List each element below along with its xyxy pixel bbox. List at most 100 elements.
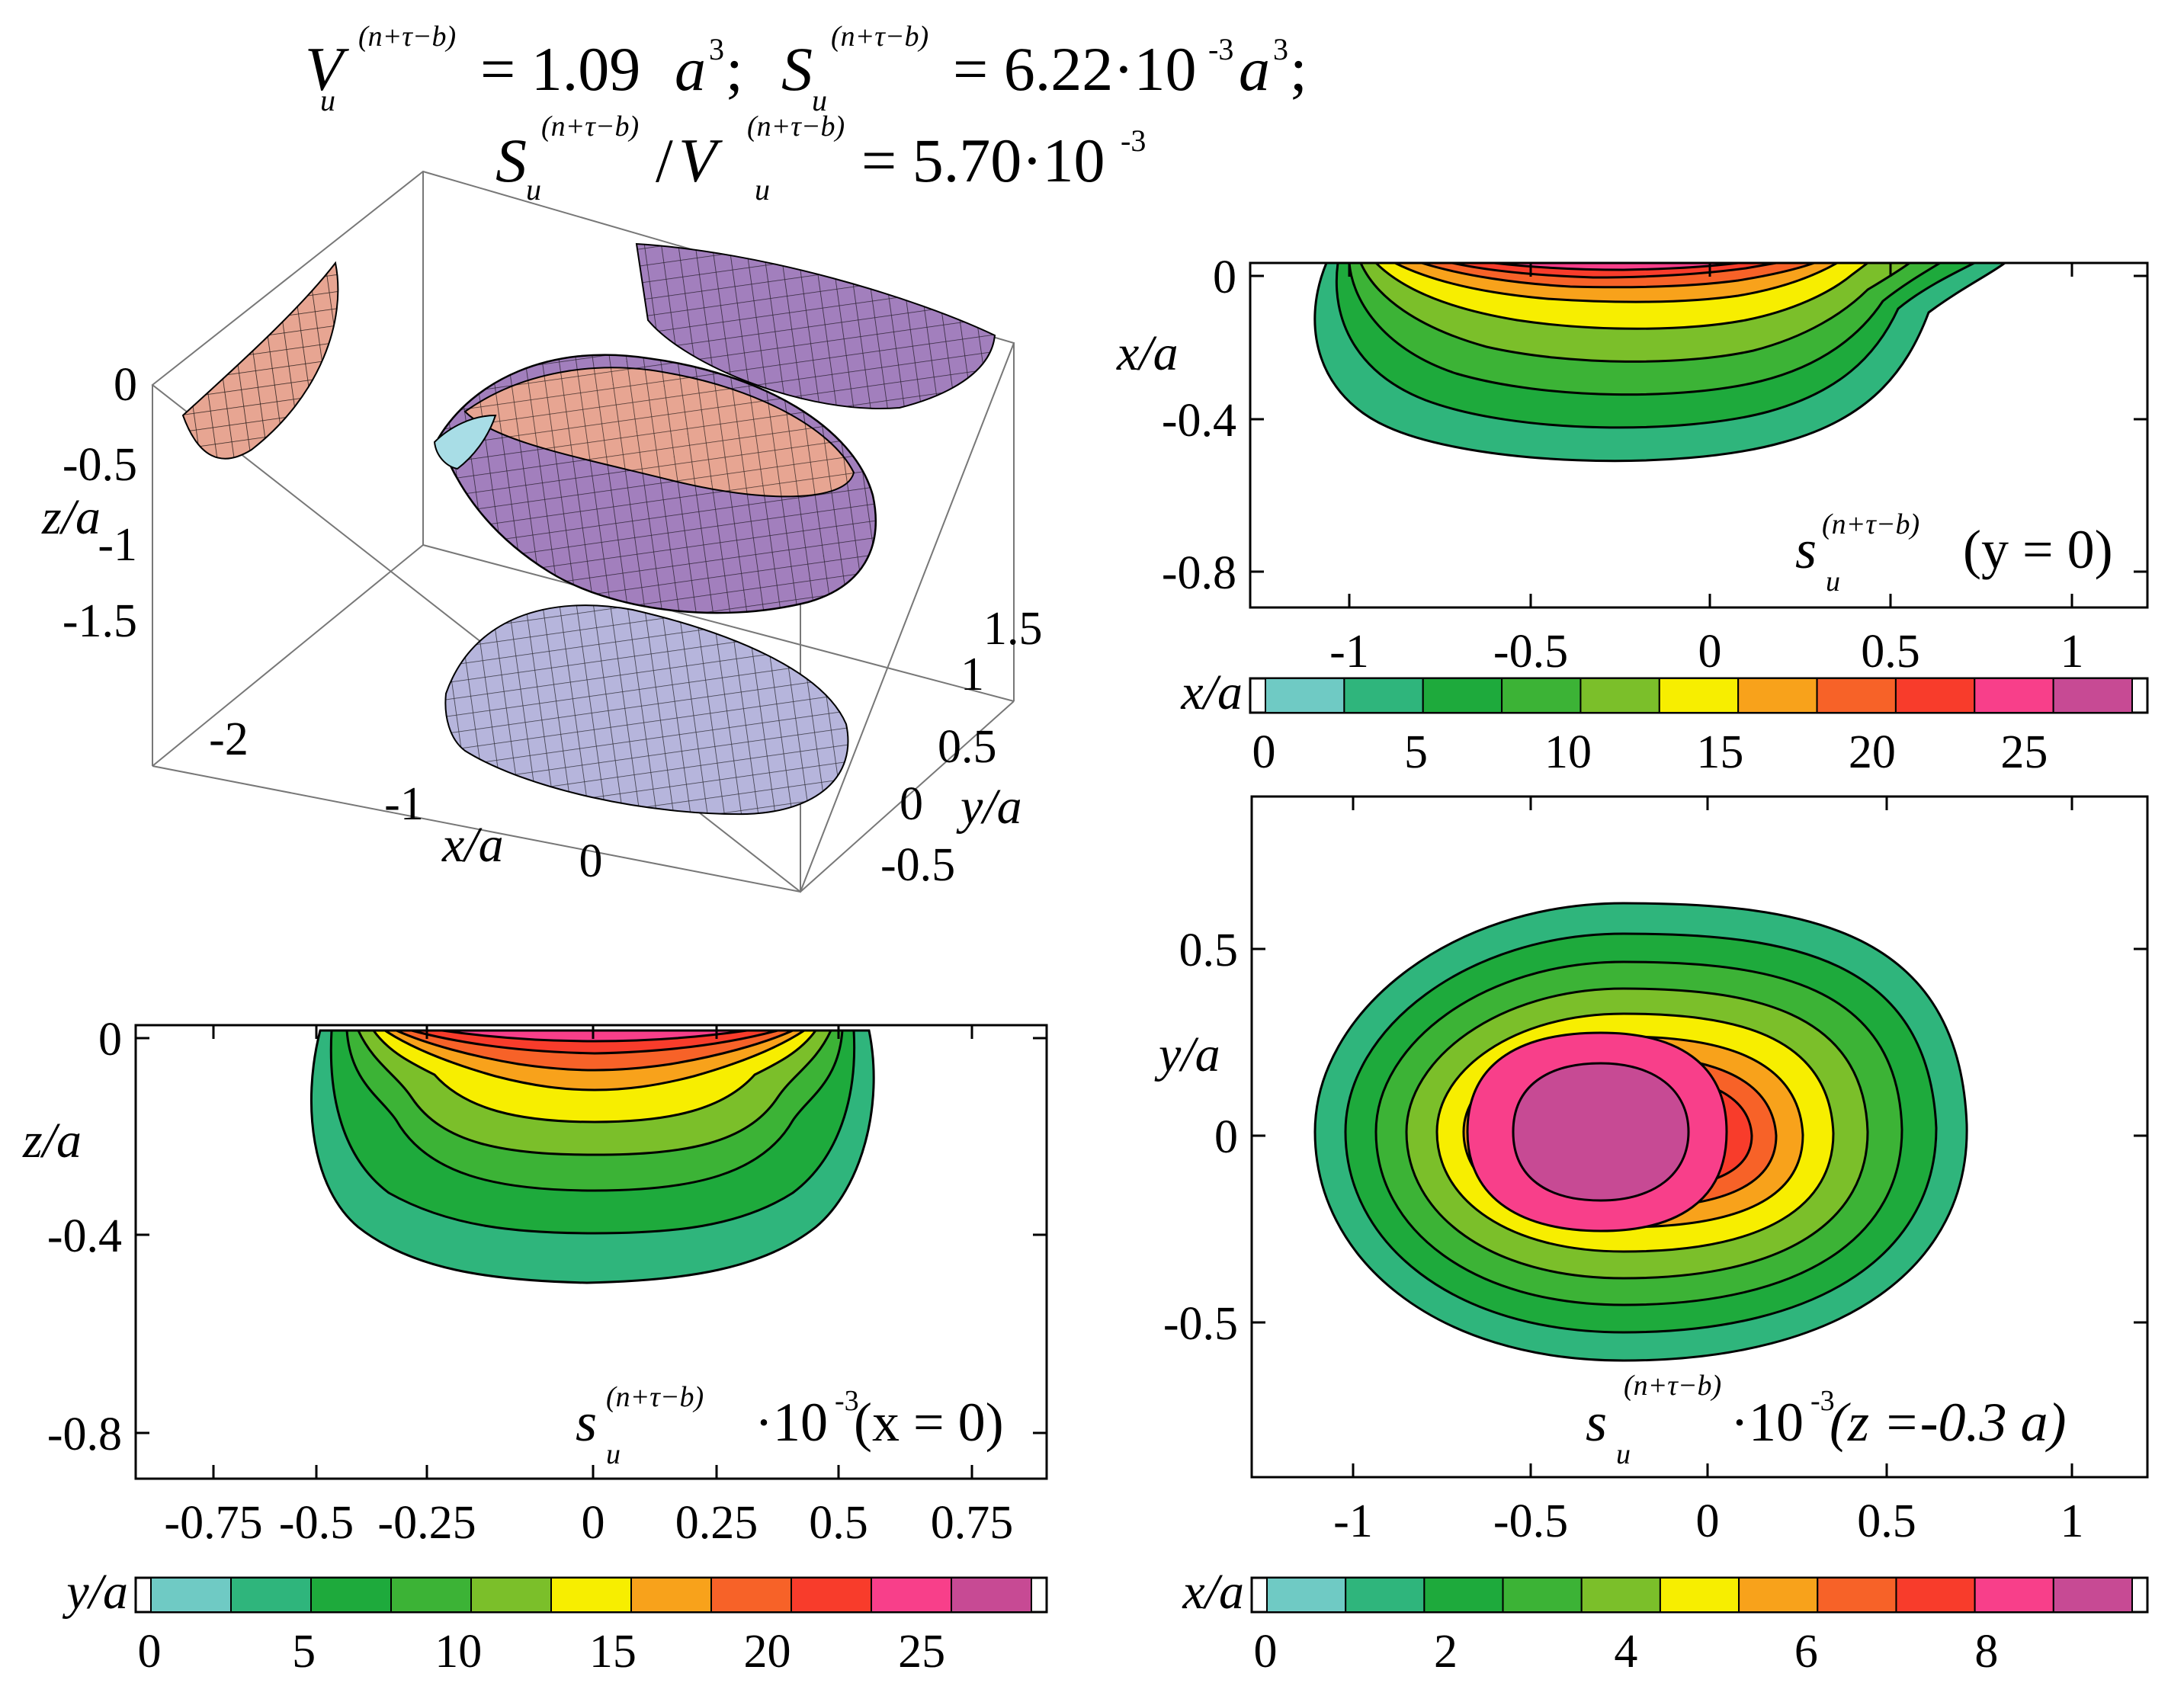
header-s-value: = 6.22·10 [953, 34, 1197, 104]
contour-x0-panel: -0.75 -0.5 -0.25 0 0.25 0.5 0.75 0 -0.4 -0.8 z/a s… [22, 1014, 1048, 1549]
surface3d-ztick-label: -1 [98, 519, 137, 571]
header-v-superscript: (n+τ−b) [358, 21, 456, 53]
contour-x0-frame [134, 1024, 1048, 1480]
header-s-exponent: -3 [1208, 32, 1233, 66]
header-s-subscript: u [812, 83, 827, 117]
contour-x0-label-superscript: (n+τ−b) [606, 1381, 704, 1413]
surface3d-panel: 0-0.5-1-1.5z/a-2-10x/a1.510.50-0.5y/a [41, 170, 1043, 893]
contour-x0-label-mult: ·10 [755, 1392, 828, 1453]
contour-x0-colorbar-tick: 10 [435, 1626, 482, 1678]
contour-x0-label-subscript: u [606, 1438, 621, 1470]
surface3d-ztick-label: -1.5 [63, 595, 137, 647]
header-v-symbol: V [305, 34, 349, 104]
contour-x0-xtick-label: -0.25 [377, 1497, 476, 1549]
contour-z-axes: -1 -0.5 0 0.5 1 0.5 0 -0.5 y/a [1154, 797, 2147, 1547]
contour-y0-colorbar-swatch [1422, 678, 1503, 713]
contour-y0-label: s u (n+τ−b) (y = 0) [1795, 508, 2113, 598]
contour-y0-label-condition: (y = 0) [1963, 519, 2113, 580]
contour-x0-colorbar-label: y/a [62, 1564, 128, 1620]
contour-z-colorbar-tick: 0 [1254, 1626, 1278, 1678]
contour-x0-colorbar-swatch [710, 1577, 792, 1613]
contour-x0-colorbar-tick: 20 [744, 1626, 791, 1678]
contour-x0-colorbar-swatch [550, 1577, 632, 1613]
contour-y0-level-9 [1493, 263, 1739, 271]
contour-x0-xtick-label: -0.5 [279, 1497, 354, 1549]
contour-z-colorbar-swatch [1659, 1577, 1740, 1613]
contour-x0-ytick-label: 0 [98, 1014, 122, 1066]
contour-y0-colorbar-swatch [1737, 678, 1818, 713]
contour-z-xtick-label: 1 [2061, 1495, 2084, 1547]
header-sep-2: ; [1290, 34, 1307, 104]
surface3d-ytick-label: 1.5 [983, 603, 1043, 655]
contour-z-xtick-label: -1 [1333, 1495, 1373, 1547]
contour-x0-colorbar-tick: 0 [138, 1626, 162, 1678]
contour-z-label-superscript: (n+τ−b) [1624, 1370, 1721, 1402]
contour-y0-axes: -1 -0.5 0 0.5 1 0 -0.4 -0.8 x/a [1116, 252, 2147, 678]
contour-z-colorbar-swatch [1738, 1577, 1819, 1613]
surface3d-ylabel: y/a [956, 779, 1022, 835]
contour-x0-xtick-label: 0.25 [675, 1497, 758, 1549]
contour-z-level-10 [1512, 1062, 1690, 1202]
surface3d-ytick-label: 1 [961, 649, 984, 700]
contour-x0-xtick-label: 0.75 [931, 1497, 1014, 1549]
contour-x0-colorbar-tick: 25 [898, 1626, 945, 1678]
contour-y0-xtick-label: -0.5 [1493, 626, 1568, 678]
contour-y0-ytick-label: 0 [1213, 252, 1236, 303]
contour-x0-colorbar-tick: 15 [589, 1626, 637, 1678]
surface3d-xtick-label: -2 [209, 713, 249, 765]
contour-y0-xtick-label: -1 [1329, 626, 1369, 678]
header-v-unit-exp: 3 [709, 32, 724, 66]
contour-y0-colorbar-swatch [1894, 678, 1976, 713]
surface3d-ytick-label: 0.5 [938, 721, 997, 773]
contour-y0-colorbar-swatch [1816, 678, 1897, 713]
surface3d-ztick-label: 0 [114, 359, 137, 411]
contour-x0-colorbar-tick: 5 [292, 1626, 316, 1678]
contour-y0-colorbar-tick: 5 [1404, 726, 1428, 778]
surface3d-xlabel: x/a [441, 817, 504, 873]
surface3d-ytick-label: 0 [900, 778, 923, 830]
contour-z-colorbar-swatch [1502, 1577, 1583, 1613]
contour-x0-colorbar-swatch [390, 1577, 472, 1613]
contour-z-label-mult: ·10 [1730, 1392, 1804, 1453]
contour-z-ytick-label: 0 [1214, 1111, 1238, 1163]
contour-z-colorbar-swatch [1345, 1577, 1426, 1613]
contour-x0-label-exponent: -3 [835, 1385, 859, 1417]
contour-z-colorbar-swatch [1266, 1577, 1347, 1613]
contour-z-colorbar-label: x/a [1182, 1564, 1244, 1620]
contour-z-colorbar-swatch [2052, 1577, 2133, 1613]
surface3d-zlabel: z/a [41, 489, 101, 545]
contour-y0-colorbar-swatch [1974, 678, 2054, 713]
contour-z-colorbar-tick: 2 [1434, 1626, 1458, 1678]
contour-z-colorbar-tick: 6 [1794, 1626, 1818, 1678]
header2-s-superscript: (n+τ−b) [541, 111, 639, 143]
contour-x0-xtick-label: 0 [582, 1497, 605, 1549]
contour-x0-colorbar-swatch [871, 1577, 952, 1613]
contour-z-label-symbol: s [1586, 1392, 1607, 1453]
header-s-superscript: (n+τ−b) [831, 21, 928, 53]
contour-y0-frame [1249, 261, 2149, 609]
contour-y0-colorbar-tick: 20 [1849, 726, 1896, 778]
contour-x0-colorbar-swatch [951, 1577, 1032, 1613]
header-v-subscript: u [320, 83, 335, 117]
header-sep: ; [726, 34, 743, 104]
contour-y0-label-superscript: (n+τ−b) [1822, 508, 1919, 540]
contour-z-label-subscript: u [1616, 1438, 1631, 1470]
header2-slash: / [656, 126, 673, 195]
contour-x0-ytick-label: -0.8 [47, 1409, 122, 1460]
contour-z-colorbar-swatch [1817, 1577, 1897, 1613]
contour-y0-colorbar-label: x/a [1180, 665, 1243, 720]
contour-z-label-exponent: -3 [1810, 1385, 1835, 1417]
contour-z-colorbar-tick: 8 [1974, 1626, 1998, 1678]
surface3d-axes: 0-0.5-1-1.5z/a-2-10x/a1.510.50-0.5y/a [41, 359, 1043, 891]
contour-z-colorbar-swatch [1423, 1577, 1504, 1613]
contour-y0-colorbar-tick: 15 [1696, 726, 1743, 778]
contour-z-colorbar-tick: 4 [1614, 1626, 1637, 1678]
contour-x0-level-9 [441, 1029, 748, 1043]
header2-ratio-value: = 5.70·10 [861, 126, 1105, 195]
surface3d-xtick-label: 0 [579, 835, 603, 887]
contour-y0-colorbar-tick: 10 [1544, 726, 1592, 778]
contour-y0-label-subscript: u [1826, 566, 1840, 598]
contour-y0-colorbar-swatch [1265, 678, 1345, 713]
contour-z-xtick-label: 0 [1696, 1495, 1720, 1547]
